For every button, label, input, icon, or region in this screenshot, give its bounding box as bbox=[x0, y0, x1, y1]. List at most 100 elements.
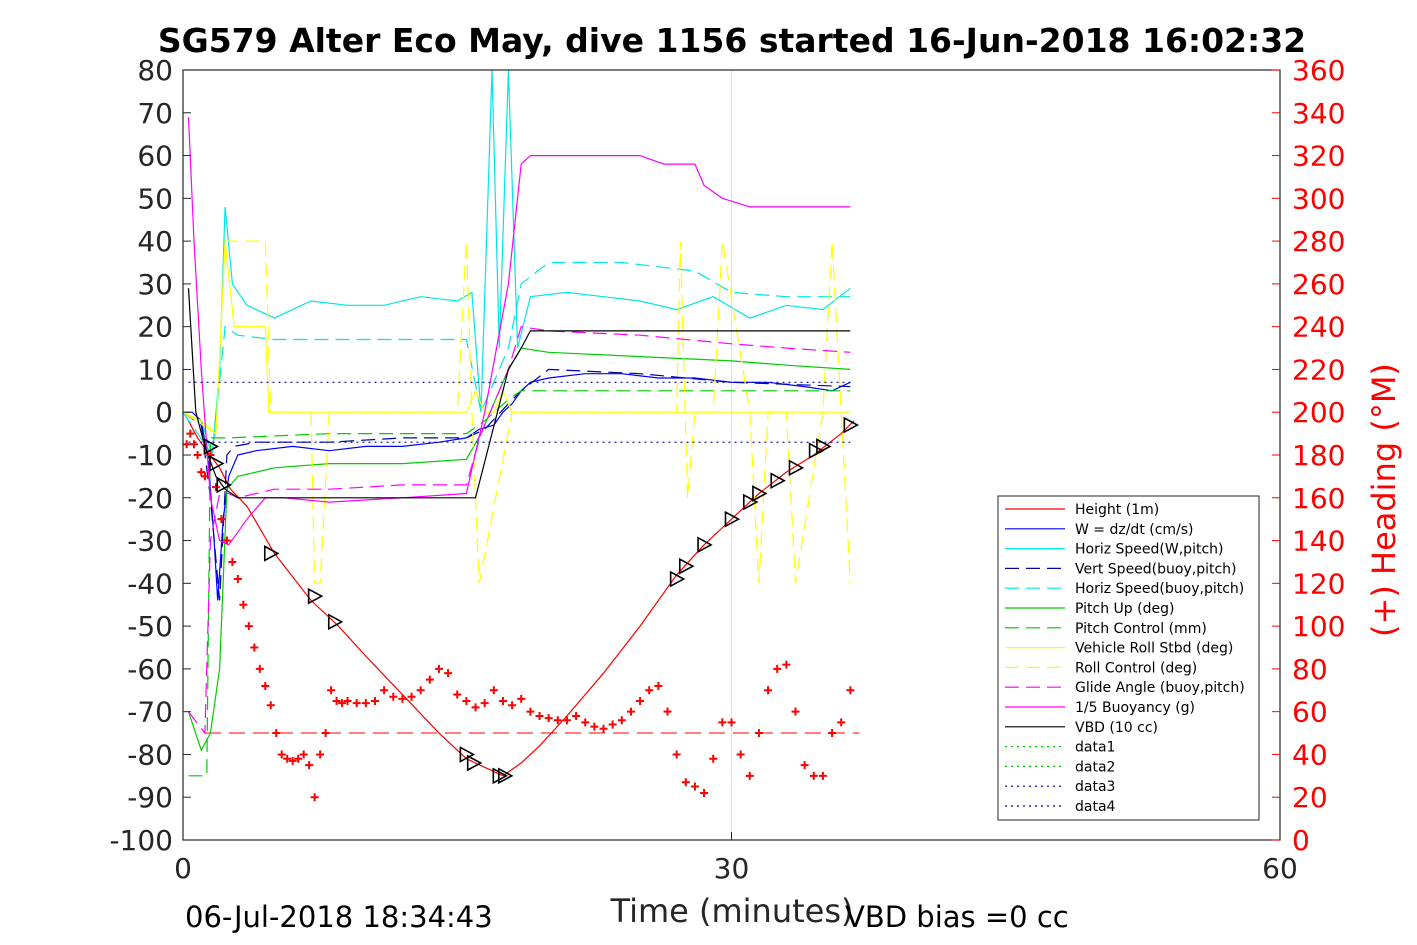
y-right-tick-label: 20 bbox=[1292, 781, 1328, 814]
heading-point bbox=[272, 729, 281, 738]
heading-point bbox=[754, 729, 763, 738]
y-right-tick-label: 320 bbox=[1292, 140, 1345, 173]
heading-point bbox=[338, 699, 347, 708]
heading-point bbox=[182, 440, 191, 449]
heading-point bbox=[294, 754, 303, 763]
heading-point bbox=[288, 756, 297, 765]
legend-label: Vehicle Roll Stbd (deg) bbox=[1075, 641, 1233, 657]
footer-vbd-bias: VBD bias =0 cc bbox=[845, 900, 1069, 934]
heading-point bbox=[727, 718, 736, 727]
y-tick-label: -10 bbox=[127, 439, 173, 472]
heading-point bbox=[343, 696, 352, 705]
heading-point bbox=[818, 771, 827, 780]
heading-point bbox=[361, 699, 370, 708]
series-line-9 bbox=[188, 326, 851, 735]
heading-point bbox=[197, 468, 206, 477]
series-line-3 bbox=[182, 368, 851, 601]
y-tick-label: -90 bbox=[127, 781, 173, 814]
legend-label: Horiz Speed(buoy,pitch) bbox=[1075, 581, 1244, 597]
y-tick-label: 10 bbox=[137, 353, 173, 386]
heading-point bbox=[398, 694, 407, 703]
series-line-8 bbox=[182, 240, 851, 584]
series-line-4 bbox=[182, 261, 851, 457]
heading-point bbox=[581, 718, 590, 727]
heading-point bbox=[434, 664, 443, 673]
legend-label: data1 bbox=[1075, 740, 1115, 756]
heading-point bbox=[277, 750, 286, 759]
y-right-tick-label: 40 bbox=[1292, 738, 1328, 771]
heading-point bbox=[745, 771, 754, 780]
heading-point bbox=[327, 686, 336, 695]
heading-point bbox=[310, 793, 319, 802]
heading-point bbox=[370, 696, 379, 705]
y-right-tick-label: 360 bbox=[1292, 54, 1345, 87]
heading-point bbox=[517, 694, 526, 703]
legend-label: W = dz/dt (cm/s) bbox=[1075, 522, 1194, 538]
heading-point bbox=[407, 692, 416, 701]
chart-title: SG579 Alter Eco May, dive 1156 started 1… bbox=[158, 21, 1306, 60]
heading-point bbox=[261, 682, 270, 690]
heading-point bbox=[709, 754, 718, 763]
legend-label: data2 bbox=[1075, 759, 1115, 775]
heading-point bbox=[228, 557, 237, 566]
triangle-marker bbox=[752, 485, 768, 502]
legend-label: Horiz Speed(W,pitch) bbox=[1075, 542, 1223, 558]
triangle-marker bbox=[216, 476, 232, 494]
heading-point bbox=[489, 686, 498, 695]
heading-point bbox=[782, 660, 791, 669]
heading-point bbox=[764, 686, 773, 695]
right-axis-label: (+) Heading (°M) bbox=[1365, 363, 1403, 637]
triangle-marker bbox=[327, 613, 344, 631]
y-right-tick-label: 280 bbox=[1292, 225, 1345, 258]
y-tick-label: 30 bbox=[137, 268, 173, 301]
y-right-tick-label: 160 bbox=[1292, 482, 1345, 515]
legend-label: Vert Speed(buoy,pitch) bbox=[1075, 561, 1237, 577]
heading-point bbox=[562, 716, 571, 725]
y-tick-label: -50 bbox=[127, 610, 173, 643]
legend-label: Pitch Control (mm) bbox=[1075, 621, 1207, 637]
heading-point bbox=[681, 778, 690, 787]
heading-point bbox=[809, 771, 818, 780]
y-tick-label: -40 bbox=[127, 567, 173, 600]
heading-point bbox=[773, 664, 782, 673]
heading-point bbox=[255, 664, 264, 673]
heading-point bbox=[572, 711, 581, 720]
triangle-marker bbox=[497, 767, 514, 785]
heading-point bbox=[352, 699, 361, 708]
heading-point bbox=[283, 754, 292, 763]
y-tick-label: -30 bbox=[127, 525, 173, 558]
footer-timestamp: 06-Jul-2018 18:34:43 bbox=[185, 900, 493, 934]
heading-point bbox=[316, 750, 325, 759]
x-tick-label: 30 bbox=[714, 852, 750, 885]
legend-label: Glide Angle (buoy,pitch) bbox=[1075, 680, 1245, 696]
heading-point bbox=[480, 699, 489, 708]
y-right-tick-label: 120 bbox=[1292, 567, 1345, 600]
heading-point bbox=[389, 692, 398, 701]
heading-point bbox=[718, 718, 727, 727]
y-right-tick-label: 180 bbox=[1292, 439, 1345, 472]
heading-point bbox=[453, 690, 462, 699]
legend-label: Height (1m) bbox=[1075, 502, 1159, 518]
heading-point bbox=[471, 703, 480, 712]
heading-point bbox=[590, 722, 599, 731]
triangle-marker bbox=[724, 510, 741, 528]
series-line-10 bbox=[187, 117, 851, 546]
heading-point bbox=[380, 686, 389, 695]
y-tick-label: -100 bbox=[109, 824, 173, 857]
heading-point bbox=[846, 686, 855, 695]
heading-point bbox=[791, 707, 800, 716]
triangle-marker bbox=[459, 746, 476, 763]
heading-point bbox=[222, 536, 231, 545]
heading-point bbox=[211, 483, 220, 492]
x-tick-label: 0 bbox=[174, 852, 192, 885]
triangle-marker bbox=[843, 416, 860, 434]
triangle-marker bbox=[788, 459, 805, 477]
y-right-tick-label: 240 bbox=[1292, 311, 1345, 344]
y-tick-label: -80 bbox=[127, 738, 173, 771]
legend-label: data4 bbox=[1075, 799, 1116, 815]
triangle-marker bbox=[263, 545, 280, 562]
triangle-marker bbox=[742, 493, 759, 511]
heading-point bbox=[553, 716, 562, 725]
heading-point bbox=[266, 701, 275, 710]
